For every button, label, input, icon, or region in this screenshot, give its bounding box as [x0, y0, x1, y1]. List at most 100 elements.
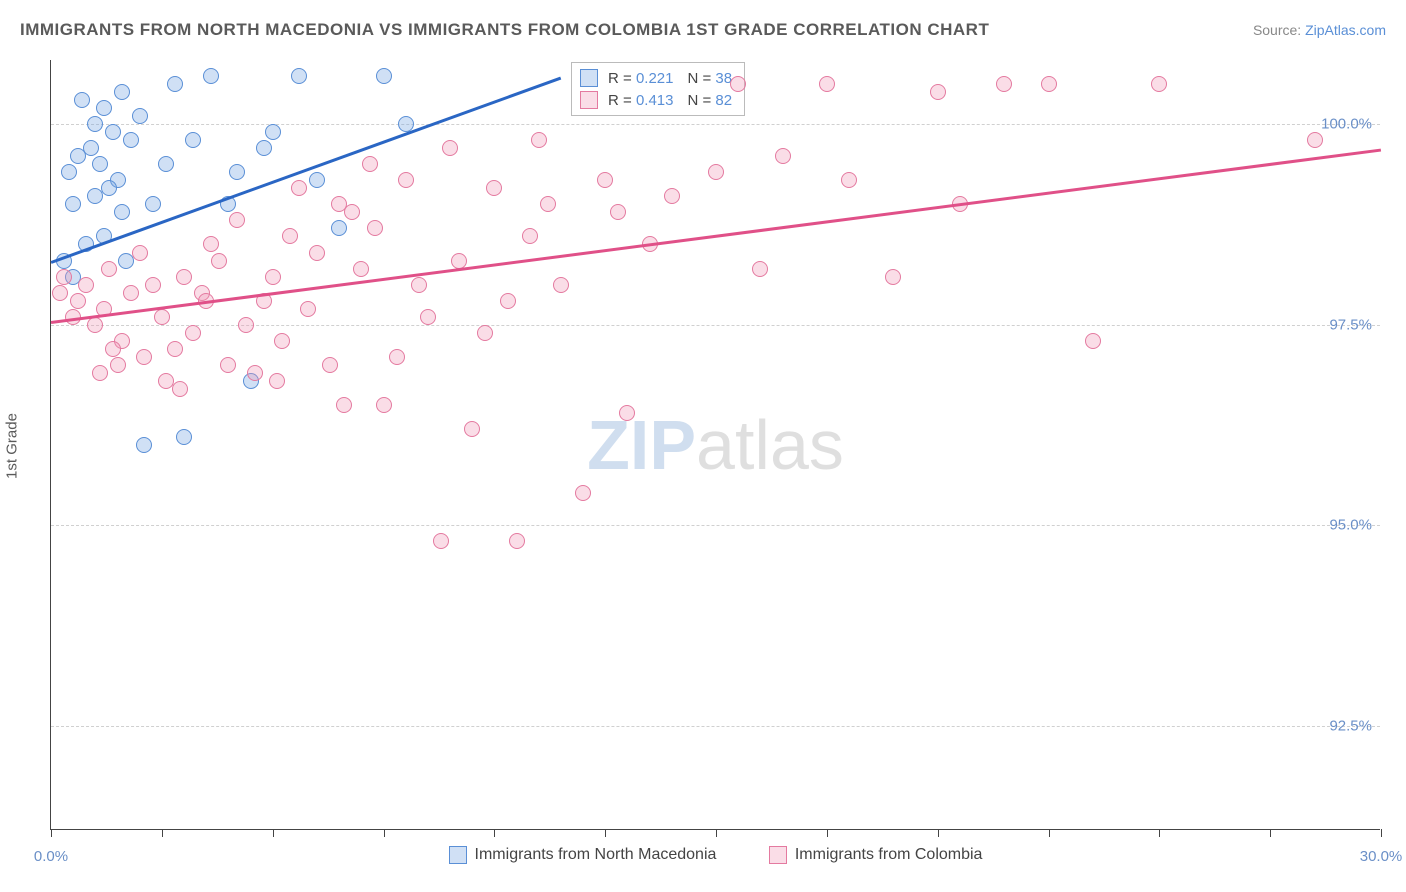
data-point	[442, 140, 458, 156]
data-point	[291, 180, 307, 196]
data-point	[145, 196, 161, 212]
x-tick	[605, 829, 606, 837]
data-point	[172, 381, 188, 397]
data-point	[819, 76, 835, 92]
data-point	[176, 269, 192, 285]
data-point	[176, 429, 192, 445]
data-point	[167, 341, 183, 357]
correlation-legend: R = 0.221 N = 38 R = 0.413 N = 82	[571, 62, 745, 116]
data-point	[486, 180, 502, 196]
data-point	[451, 253, 467, 269]
data-point	[265, 124, 281, 140]
data-point	[362, 156, 378, 172]
data-point	[78, 277, 94, 293]
data-point	[309, 245, 325, 261]
legend-r-colombia: R = 0.413	[608, 92, 673, 109]
data-point	[344, 204, 360, 220]
source-name: ZipAtlas.com	[1305, 22, 1386, 38]
source-credit: Source: ZipAtlas.com	[1253, 22, 1386, 38]
data-point	[376, 68, 392, 84]
data-point	[105, 124, 121, 140]
data-point	[464, 421, 480, 437]
data-point	[123, 285, 139, 301]
data-point	[123, 132, 139, 148]
data-point	[92, 156, 108, 172]
legend-row-colombia: R = 0.413 N = 82	[580, 89, 732, 111]
footer-legend-macedonia: Immigrants from North Macedonia	[449, 846, 717, 864]
data-point	[575, 485, 591, 501]
data-point	[114, 84, 130, 100]
data-point	[101, 180, 117, 196]
data-point	[708, 164, 724, 180]
data-point	[730, 76, 746, 92]
data-point	[167, 76, 183, 92]
y-tick-label: 92.5%	[1329, 717, 1372, 734]
legend-swatch-colombia	[580, 91, 598, 109]
data-point	[56, 269, 72, 285]
legend-row-macedonia: R = 0.221 N = 38	[580, 67, 732, 89]
data-point	[367, 220, 383, 236]
data-point	[105, 341, 121, 357]
gridline	[51, 124, 1380, 125]
data-point	[132, 245, 148, 261]
footer-legend-colombia: Immigrants from Colombia	[769, 846, 983, 864]
data-point	[331, 220, 347, 236]
data-point	[664, 188, 680, 204]
x-tick	[51, 829, 52, 837]
data-point	[500, 293, 516, 309]
data-point	[229, 164, 245, 180]
data-point	[238, 317, 254, 333]
data-point	[70, 293, 86, 309]
data-point	[553, 277, 569, 293]
x-tick	[827, 829, 828, 837]
footer-swatch-macedonia	[449, 846, 467, 864]
data-point	[282, 228, 298, 244]
x-tick	[273, 829, 274, 837]
data-point	[531, 132, 547, 148]
x-tick	[162, 829, 163, 837]
data-point	[87, 116, 103, 132]
data-point	[136, 349, 152, 365]
x-tick	[1159, 829, 1160, 837]
data-point	[158, 156, 174, 172]
data-point	[269, 373, 285, 389]
data-point	[185, 325, 201, 341]
data-point	[136, 437, 152, 453]
x-tick-label: 0.0%	[34, 848, 68, 865]
legend-n-macedonia: N = 38	[687, 70, 732, 87]
data-point	[885, 269, 901, 285]
watermark-zip: ZIP	[587, 406, 696, 484]
watermark-atlas: atlas	[696, 406, 844, 484]
data-point	[411, 277, 427, 293]
legend-r-macedonia: R = 0.221	[608, 70, 673, 87]
data-point	[398, 172, 414, 188]
data-point	[477, 325, 493, 341]
x-tick	[494, 829, 495, 837]
data-point	[87, 317, 103, 333]
data-point	[322, 357, 338, 373]
data-point	[247, 365, 263, 381]
y-tick-label: 95.0%	[1329, 517, 1372, 534]
data-point	[522, 228, 538, 244]
data-point	[1307, 132, 1323, 148]
trend-line	[51, 76, 562, 263]
gridline	[51, 525, 1380, 526]
data-point	[509, 533, 525, 549]
data-point	[619, 405, 635, 421]
footer-label-macedonia: Immigrants from North Macedonia	[475, 846, 717, 864]
x-tick	[384, 829, 385, 837]
data-point	[752, 261, 768, 277]
data-point	[265, 269, 281, 285]
data-point	[775, 148, 791, 164]
legend-n-colombia: N = 82	[687, 92, 732, 109]
data-point	[274, 333, 290, 349]
y-tick-label: 100.0%	[1321, 116, 1372, 133]
x-tick	[1270, 829, 1271, 837]
data-point	[336, 397, 352, 413]
source-prefix: Source:	[1253, 22, 1305, 38]
data-point	[220, 357, 236, 373]
data-point	[597, 172, 613, 188]
data-point	[96, 100, 112, 116]
legend-swatch-macedonia	[580, 69, 598, 87]
y-tick-label: 97.5%	[1329, 316, 1372, 333]
